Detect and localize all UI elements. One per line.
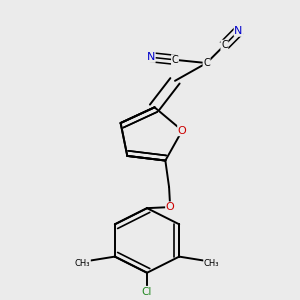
Text: CH₃: CH₃ <box>204 259 219 268</box>
Text: N: N <box>234 26 243 36</box>
Text: N: N <box>147 52 155 62</box>
Text: O: O <box>166 202 175 212</box>
Text: O: O <box>178 125 187 136</box>
Text: CH₃: CH₃ <box>75 259 90 268</box>
Text: C: C <box>221 40 228 50</box>
Text: C: C <box>203 58 210 68</box>
Text: C: C <box>172 55 178 65</box>
Text: Cl: Cl <box>142 286 152 296</box>
